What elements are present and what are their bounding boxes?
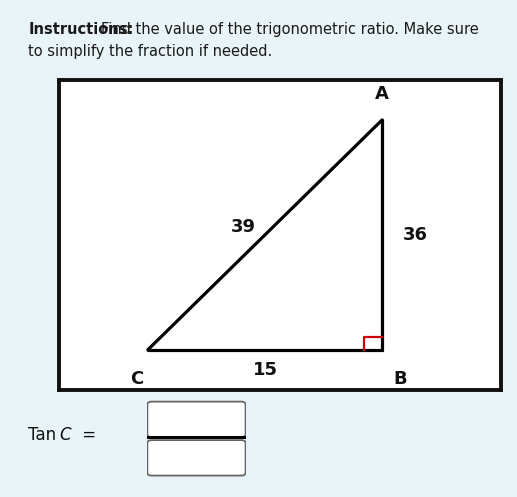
- Text: 39: 39: [231, 218, 255, 236]
- Text: A: A: [375, 85, 389, 103]
- Text: Instructions:: Instructions:: [28, 22, 134, 37]
- Text: C: C: [130, 370, 143, 388]
- Text: Find the value of the trigonometric ratio. Make sure: Find the value of the trigonometric rati…: [101, 22, 479, 37]
- Text: 15: 15: [252, 361, 278, 379]
- Text: C: C: [59, 426, 71, 444]
- FancyBboxPatch shape: [147, 402, 246, 437]
- Text: B: B: [393, 370, 407, 388]
- Text: to simplify the fraction if needed.: to simplify the fraction if needed.: [28, 44, 272, 59]
- Text: Tan: Tan: [28, 426, 62, 444]
- FancyBboxPatch shape: [147, 440, 246, 476]
- Text: 36: 36: [403, 226, 428, 244]
- Text: =: =: [77, 426, 96, 444]
